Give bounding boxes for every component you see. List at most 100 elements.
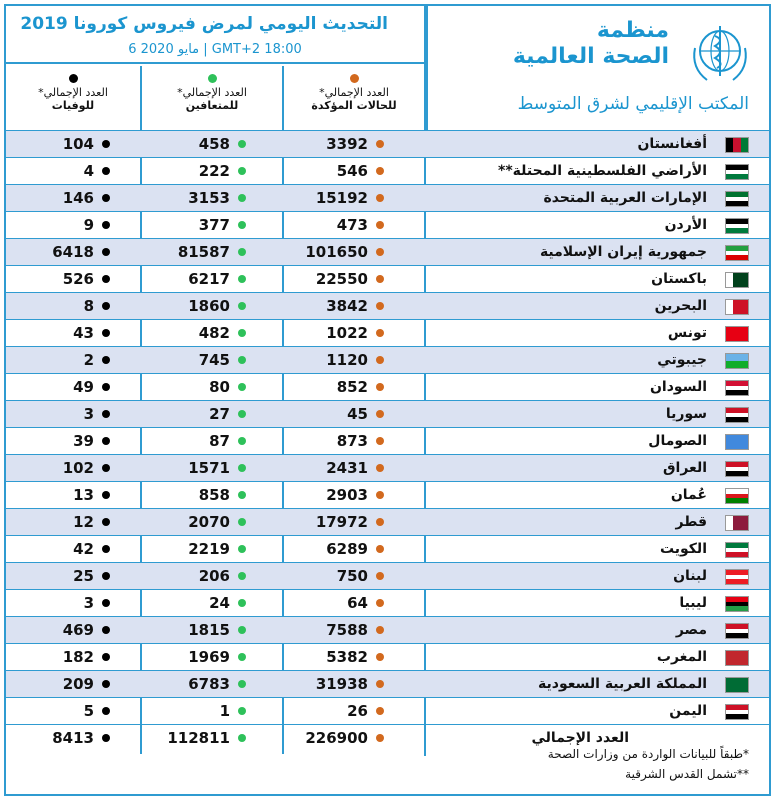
country-flag-icon — [725, 488, 749, 504]
org-name-line2: الصحة العالمية — [512, 44, 669, 69]
recovered-value-dot — [238, 518, 246, 526]
country-name: الأراضي الفلسطينية المحتلة** — [498, 163, 707, 179]
recovered-value-dot — [238, 221, 246, 229]
recovered-value-dot — [238, 167, 246, 175]
country-name: الصومال — [648, 433, 707, 449]
cases-value: 2903 — [326, 486, 368, 504]
recovered-value: 87 — [209, 432, 230, 450]
country-flag-icon — [725, 407, 749, 423]
deaths-value: 43 — [73, 324, 94, 342]
deaths-value: 6418 — [52, 243, 94, 261]
total-deaths: 8413 — [52, 729, 94, 747]
deaths-value: 102 — [62, 459, 94, 477]
cases-value: 101650 — [305, 243, 368, 261]
recovered-value: 1571 — [188, 459, 230, 477]
deaths-value: 42 — [73, 540, 94, 558]
recovered-value: 458 — [198, 135, 230, 153]
deaths-value: 8 — [83, 297, 94, 315]
recovered-value-dot — [238, 545, 246, 553]
recovered-value-dot — [238, 248, 246, 256]
cases-value: 1120 — [326, 351, 368, 369]
country-name: السودان — [649, 379, 707, 395]
country-name: تونس — [667, 325, 707, 341]
recovered-value: 1 — [219, 702, 230, 720]
total-cases-dot — [376, 734, 384, 742]
country-name: الإمارات العربية المتحدة — [543, 190, 707, 206]
recovered-value-dot — [238, 194, 246, 202]
total-row: 8413 112811 226900 العدد الإجمالي — [6, 724, 769, 751]
org-name-line1: منظمة — [596, 18, 669, 43]
cases-value-dot — [376, 167, 384, 175]
cases-value: 22550 — [315, 270, 368, 288]
col-head-cases: العدد الإجمالي* للحالات المؤكدة — [284, 66, 424, 128]
table-row: 104 458 3392 أفغانستان — [6, 130, 769, 157]
recovered-value: 745 — [198, 351, 230, 369]
recovered-value: 482 — [198, 324, 230, 342]
table-row: 102 1571 2431 العراق — [6, 454, 769, 481]
country-flag-icon — [725, 380, 749, 396]
country-name: المملكة العربية السعودية — [538, 676, 707, 692]
recovered-value-dot — [238, 356, 246, 364]
deaths-value-dot — [102, 464, 110, 472]
deaths-value-dot — [102, 221, 110, 229]
country-flag-icon — [725, 677, 749, 693]
table-row: 3 27 45 سوريا — [6, 400, 769, 427]
country-flag-icon — [725, 137, 749, 153]
recovered-value-dot — [238, 653, 246, 661]
country-name: عُمان — [670, 487, 707, 503]
cases-value-dot — [376, 626, 384, 634]
country-name: أفغانستان — [637, 136, 707, 152]
country-name: قطر — [675, 514, 707, 530]
country-flag-icon — [725, 191, 749, 207]
cases-value: 31938 — [315, 675, 368, 693]
country-flag-icon — [725, 434, 749, 450]
cases-value-dot — [376, 383, 384, 391]
country-flag-icon — [725, 461, 749, 477]
deaths-head-line2: للوفيات — [51, 99, 95, 112]
deaths-value-dot — [102, 680, 110, 688]
deaths-value-dot — [102, 707, 110, 715]
deaths-value-dot — [102, 194, 110, 202]
country-flag-icon — [725, 542, 749, 558]
header-left: التحديث اليومي لمرض فيروس كورونا 2019 6 … — [6, 6, 424, 130]
recovered-head-line1: العدد الإجمالي* — [177, 86, 247, 99]
cases-value: 873 — [336, 432, 368, 450]
deaths-value: 104 — [62, 135, 94, 153]
deaths-value-dot — [102, 275, 110, 283]
country-flag-icon — [725, 299, 749, 315]
deaths-value: 9 — [83, 216, 94, 234]
cases-value-dot — [376, 599, 384, 607]
table-row: 9 377 473 الأردن — [6, 211, 769, 238]
recovered-value-dot — [238, 707, 246, 715]
total-recovered: 112811 — [167, 729, 230, 747]
table-row: 182 1969 5382 المغرب — [6, 643, 769, 670]
cases-value: 5382 — [326, 648, 368, 666]
country-flag-icon — [725, 164, 749, 180]
country-name: الأردن — [664, 217, 707, 233]
cases-value: 6289 — [326, 540, 368, 558]
cases-value-dot — [376, 194, 384, 202]
country-name: جمهورية إيران الإسلامية — [539, 244, 707, 260]
cases-value: 473 — [336, 216, 368, 234]
recovered-value: 80 — [209, 378, 230, 396]
country-flag-icon — [725, 245, 749, 261]
deaths-value: 3 — [83, 594, 94, 612]
deaths-value-dot — [102, 410, 110, 418]
country-name: البحرين — [654, 298, 707, 314]
deaths-value: 146 — [62, 189, 94, 207]
deaths-value-dot — [102, 248, 110, 256]
deaths-value-dot — [102, 329, 110, 337]
table-row: 2 745 1120 جيبوتي — [6, 346, 769, 373]
total-recovered-dot — [238, 734, 246, 742]
cases-value-dot — [376, 302, 384, 310]
total-deaths-dot — [102, 734, 110, 742]
cases-value-dot — [376, 329, 384, 337]
table-row: 469 1815 7588 مصر — [6, 616, 769, 643]
recovered-value: 2219 — [188, 540, 230, 558]
country-flag-icon — [725, 326, 749, 342]
deaths-value: 25 — [73, 567, 94, 585]
footnotes: *طبقاً للبيانات الواردة من وزارات الصحة … — [548, 744, 749, 784]
cases-value-dot — [376, 518, 384, 526]
cases-value-dot — [376, 221, 384, 229]
recovered-value: 206 — [198, 567, 230, 585]
